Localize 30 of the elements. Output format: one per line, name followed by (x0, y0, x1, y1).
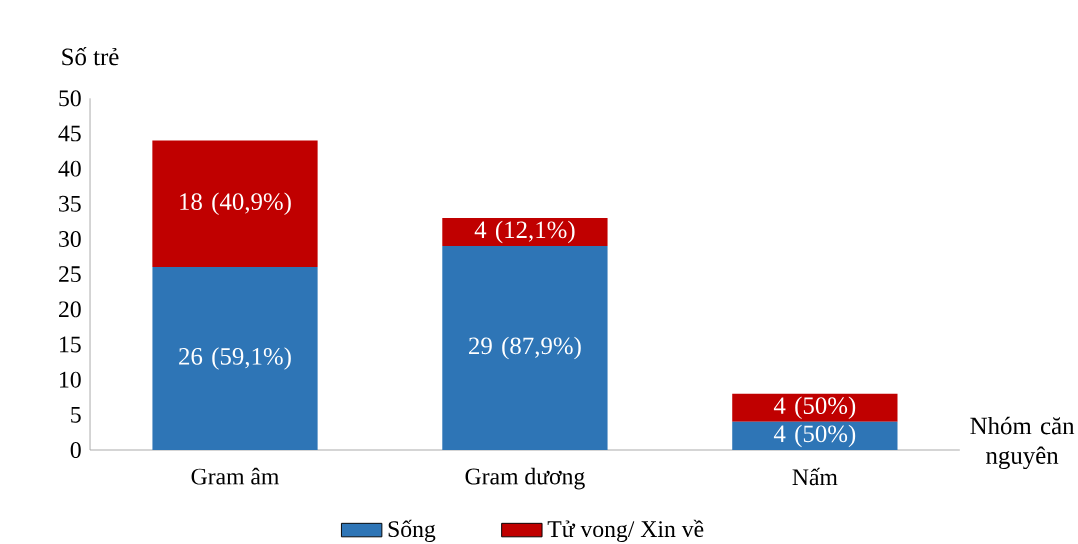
data-label: 4 (12,1%) (474, 220, 575, 244)
y-tick-label: 15 (60, 336, 81, 353)
y-tick-label: 10 (60, 371, 81, 388)
bar (732, 421, 898, 450)
legend-label: Sống (388, 519, 436, 542)
y-tick-label: 20 (59, 301, 81, 318)
y-tick-label: 25 (59, 266, 81, 283)
data-label: 18 (40,9%) (180, 192, 291, 216)
x-tick-label: Gram dương (465, 467, 585, 490)
bar (152, 267, 318, 450)
data-label: 26 (59,1%) (179, 347, 291, 370)
y-tick-label: 40 (58, 160, 81, 177)
y-tick-label: 5 (71, 406, 81, 423)
bar (442, 217, 608, 247)
y-axis-title: Số trẻ (62, 47, 119, 66)
x-tick-label: Gram âm (191, 467, 279, 485)
data-label: 29 (87,9%) (469, 336, 581, 360)
data-label: 4 (50%) (773, 396, 856, 420)
y-tick-label: 50 (59, 90, 81, 107)
bar (152, 140, 318, 268)
x-axis-title: Nhóm căn nguyên (970, 416, 1075, 470)
bar (442, 246, 608, 450)
legend-label: Tử vong/ Xin về (547, 519, 704, 542)
y-tick-label: 0 (70, 442, 81, 458)
y-tick-label: 30 (59, 230, 81, 247)
x-tick-label: Nấm (792, 467, 838, 486)
bar (732, 393, 898, 422)
y-tick-label: 35 (59, 195, 81, 212)
data-label: 4 (50%) (773, 424, 856, 448)
y-tick-label: 45 (58, 125, 81, 142)
